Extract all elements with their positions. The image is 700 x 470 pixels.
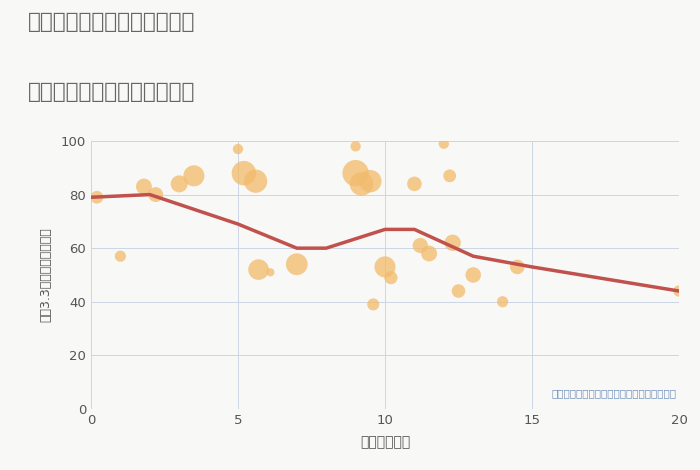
Point xyxy=(379,263,391,271)
Point xyxy=(291,260,302,268)
Point xyxy=(438,140,449,148)
Text: 円の大きさは、取引のあった物件面積を示す: 円の大きさは、取引のあった物件面積を示す xyxy=(551,388,676,398)
Point xyxy=(414,242,426,249)
Point xyxy=(368,301,379,308)
X-axis label: 駅距離（分）: 駅距離（分） xyxy=(360,435,410,449)
Point xyxy=(673,287,685,295)
Point xyxy=(468,271,479,279)
Point xyxy=(447,239,458,247)
Point xyxy=(139,183,150,190)
Point xyxy=(512,263,523,271)
Point xyxy=(91,194,102,201)
Text: 駅距離別中古マンション価格: 駅距離別中古マンション価格 xyxy=(28,82,195,102)
Point xyxy=(444,172,455,180)
Point xyxy=(265,268,276,276)
Point xyxy=(385,274,396,282)
Point xyxy=(250,177,261,185)
Point xyxy=(350,142,361,150)
Point xyxy=(409,180,420,188)
Text: 三重県桑名市多度町下野代の: 三重県桑名市多度町下野代の xyxy=(28,12,195,32)
Point xyxy=(424,250,435,257)
Point xyxy=(115,252,126,260)
Point xyxy=(497,298,508,306)
Y-axis label: 坪（3.3㎡）単価（万円）: 坪（3.3㎡）単価（万円） xyxy=(40,227,52,322)
Point xyxy=(453,287,464,295)
Point xyxy=(150,191,161,198)
Point xyxy=(365,177,376,185)
Point xyxy=(174,180,185,188)
Point xyxy=(232,145,244,153)
Point xyxy=(253,266,264,274)
Point xyxy=(188,172,199,180)
Point xyxy=(356,180,367,188)
Point xyxy=(350,169,361,177)
Point xyxy=(238,169,249,177)
